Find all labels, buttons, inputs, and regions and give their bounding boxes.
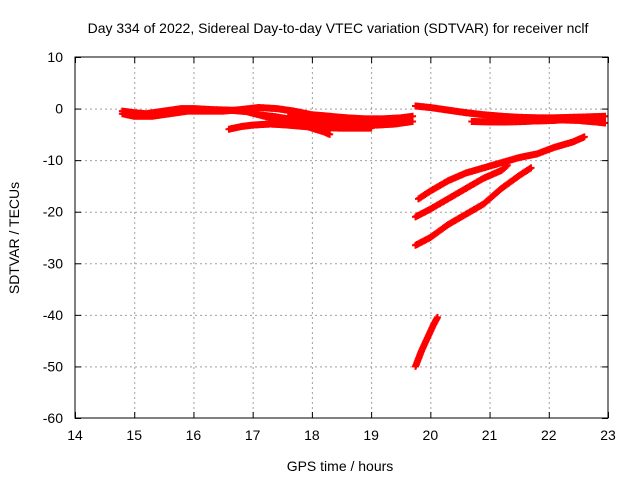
x-tick-label: 15: [126, 427, 142, 443]
data-point: [502, 162, 510, 170]
y-tick-label: -50: [43, 358, 63, 374]
x-tick-label: 16: [186, 427, 202, 443]
data-point: [568, 115, 576, 123]
x-tick-label: 21: [482, 427, 498, 443]
plot-frame: [74, 56, 609, 419]
x-axis-title: GPS time / hours: [287, 458, 394, 474]
series-arc-d: [243, 107, 334, 138]
x-tick-label: 18: [304, 427, 320, 443]
data-point: [409, 117, 417, 125]
series-arc-h: [497, 115, 576, 125]
series-arc-b: [118, 104, 417, 123]
data-point: [601, 112, 609, 120]
x-tick-label: 17: [245, 427, 261, 443]
series-arc-i: [414, 133, 588, 203]
x-tick-label: 14: [67, 427, 83, 443]
chart-title: Day 334 of 2022, Sidereal Day-to-day VTE…: [88, 20, 589, 36]
data-point: [433, 313, 441, 321]
y-tick-label: 10: [47, 49, 63, 65]
x-tick-label: 22: [541, 427, 557, 443]
y-axis-title: SDTVAR / TECUs: [6, 182, 22, 294]
data-layer: [118, 102, 609, 370]
series-arc-l: [412, 313, 441, 370]
y-tick-label: 0: [55, 101, 63, 117]
series-arc-j: [412, 161, 511, 221]
data-point: [580, 133, 588, 141]
y-tick-label: -10: [43, 152, 63, 168]
data-point: [601, 119, 609, 127]
data-point: [527, 164, 535, 172]
y-tick-label: -30: [43, 255, 63, 271]
series-arc-e: [284, 112, 417, 129]
x-tick-label: 23: [600, 427, 616, 443]
data-point: [503, 161, 511, 169]
label-layer: 14 15 16 17 18 19 20 21 22 23 10 0 -10 -20 -30 -40 -50 -6…: [43, 49, 616, 443]
x-tick-label: 20: [423, 427, 439, 443]
series-arc-k: [412, 164, 535, 249]
y-tick-label: -60: [43, 410, 63, 426]
x-tick-label: 19: [363, 427, 379, 443]
y-tick-label: -40: [43, 307, 63, 323]
y-tick-label: -20: [43, 204, 63, 220]
data-point: [326, 130, 334, 138]
